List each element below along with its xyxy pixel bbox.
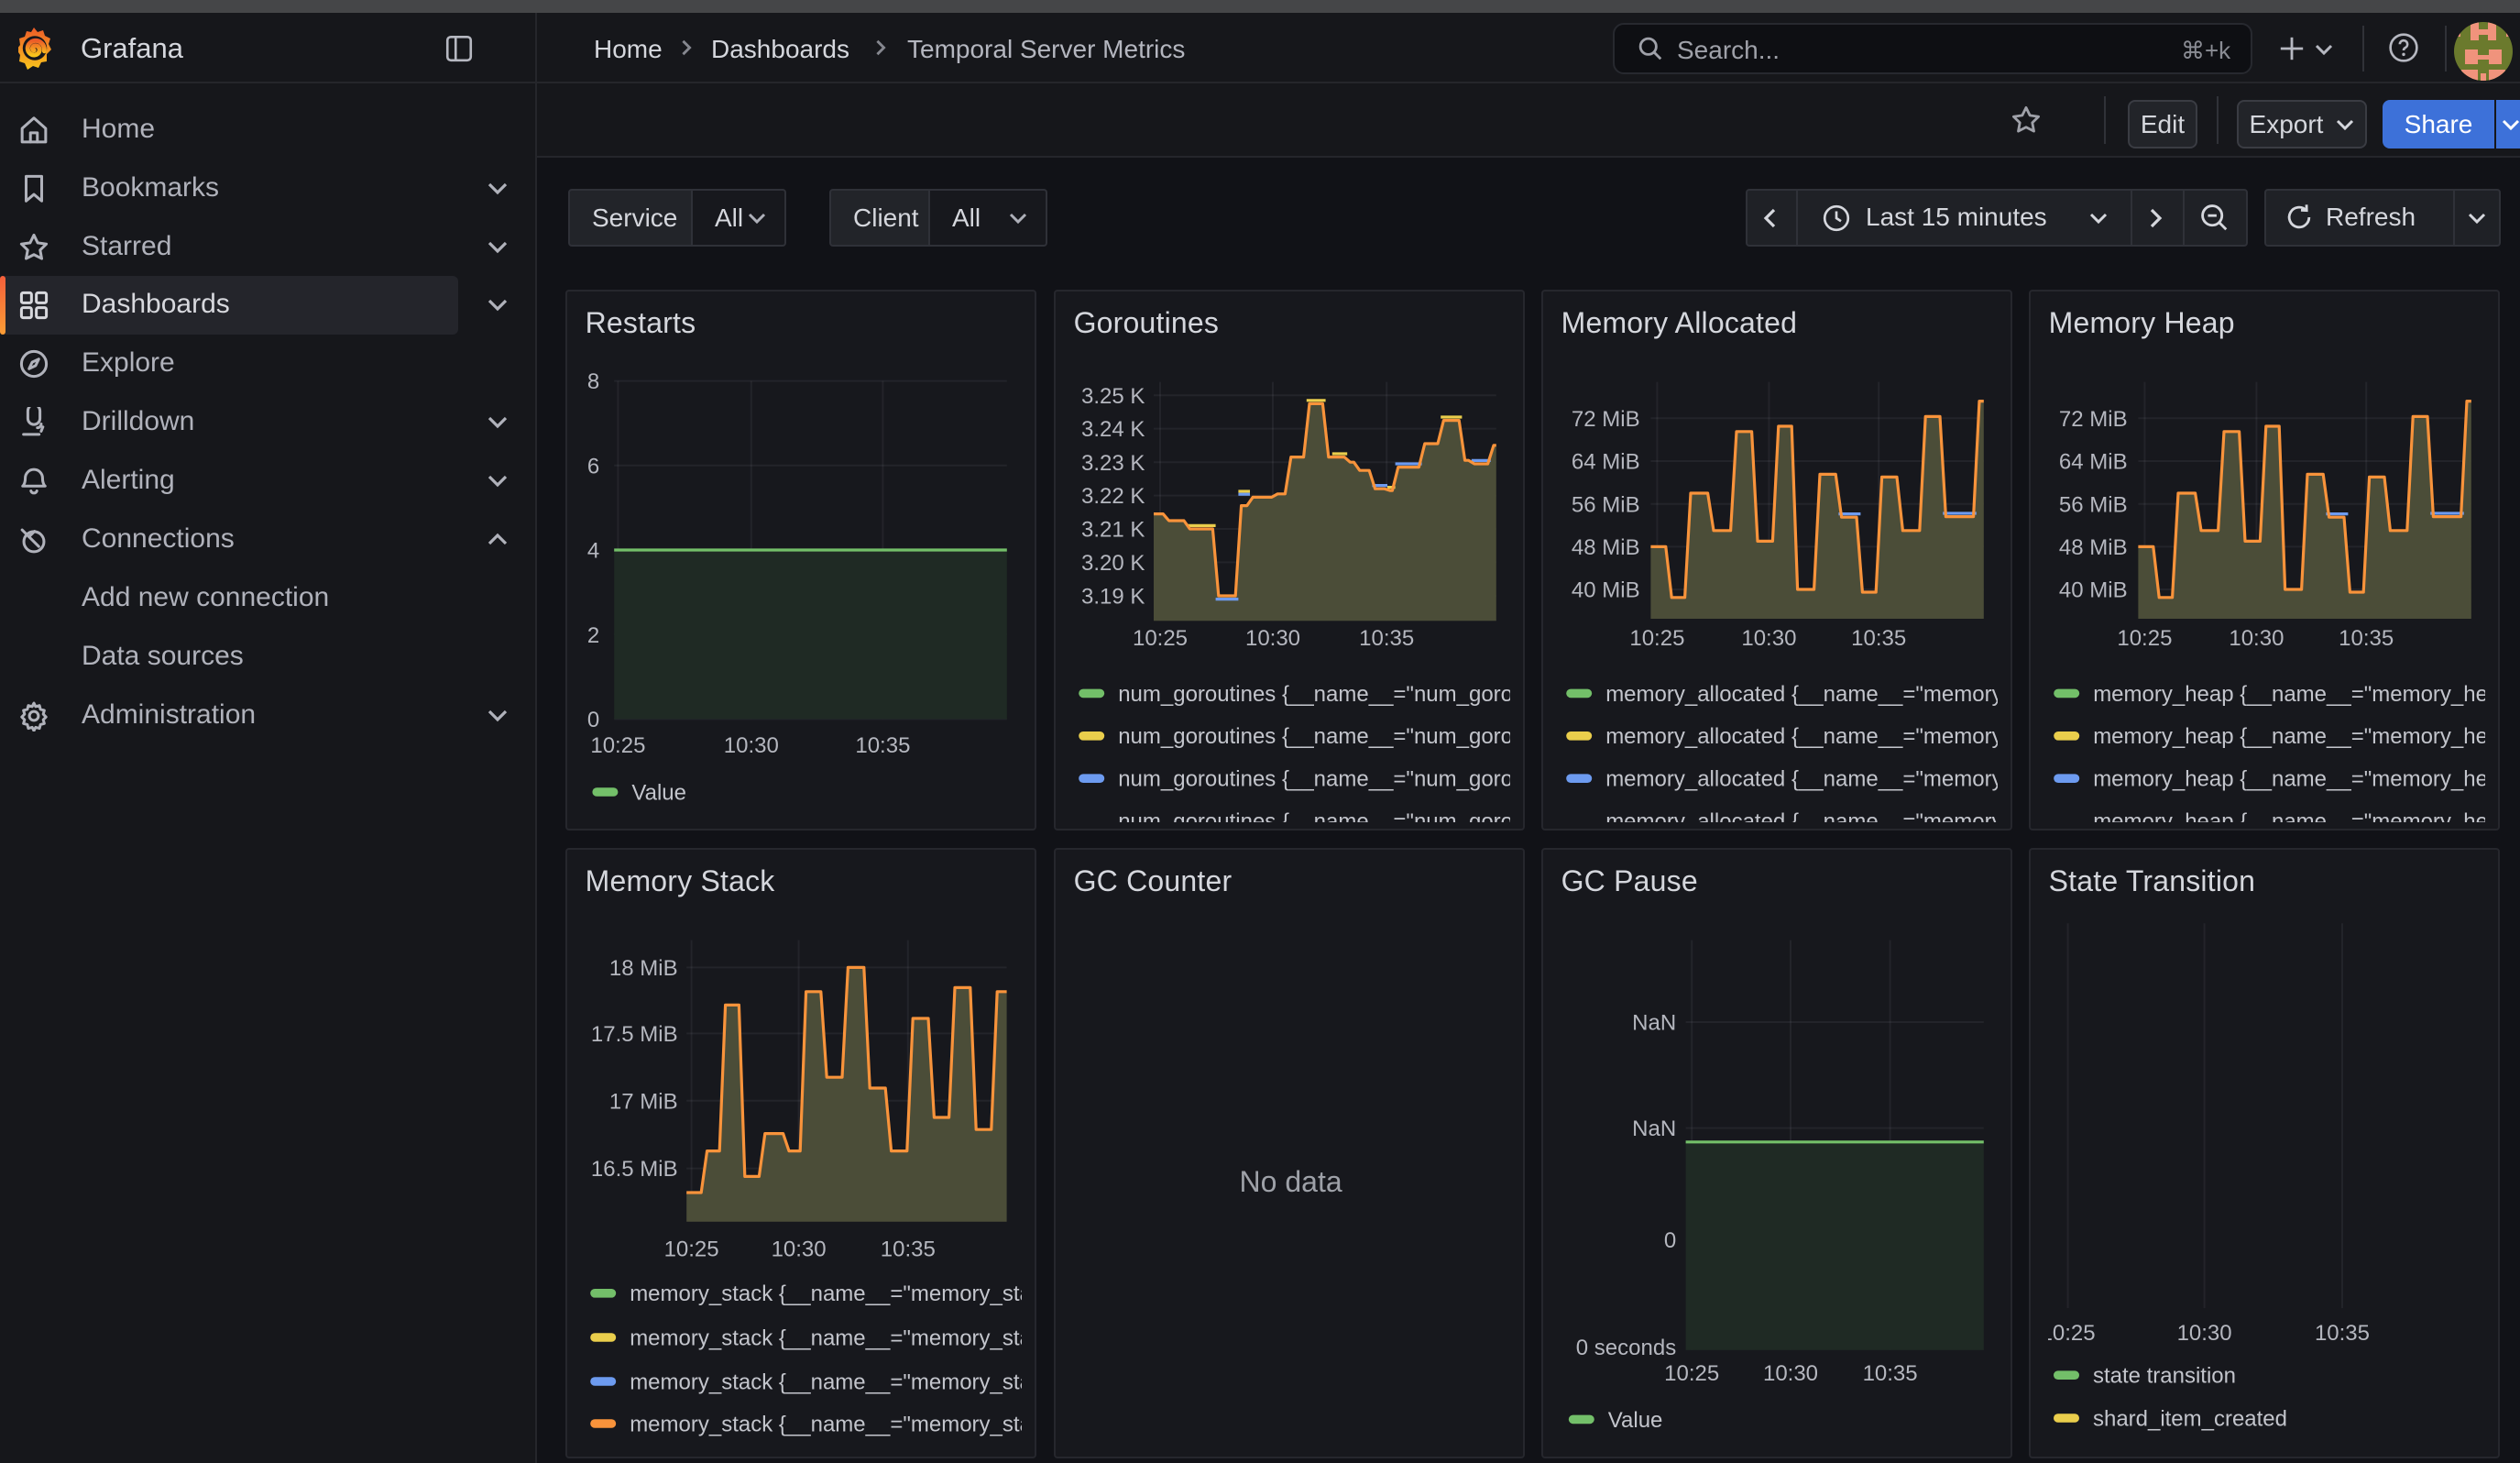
svg-text:72 MiB: 72 MiB: [2058, 407, 2127, 432]
svg-text:0: 0: [1663, 1228, 1675, 1253]
svg-text:40 MiB: 40 MiB: [1571, 578, 1639, 603]
svg-text:72 MiB: 72 MiB: [1571, 407, 1639, 432]
svg-text:memory_heap {__name__="memory_: memory_heap {__name__="memory_heap: [2093, 682, 2500, 707]
svg-text:Value: Value: [1607, 1408, 1662, 1433]
svg-text:3.20 K: 3.20 K: [1081, 551, 1145, 576]
svg-text:10:35: 10:35: [2315, 1321, 2370, 1346]
svg-text:40 MiB: 40 MiB: [2058, 578, 2127, 603]
svg-text:3.24 K: 3.24 K: [1081, 417, 1145, 442]
svg-text:4: 4: [586, 539, 598, 564]
svg-text:10:25: 10:25: [1664, 1361, 1719, 1386]
svg-text:num_goroutines {__name__="num_: num_goroutines {__name__="num_goroutines: [1118, 724, 1525, 749]
svg-text:3.19 K: 3.19 K: [1081, 585, 1145, 610]
svg-text:memory_allocated {__name__="me: memory_allocated {__name__="memory_alloc…: [1605, 682, 2012, 707]
svg-text:64 MiB: 64 MiB: [1571, 450, 1639, 475]
svg-text:NaN: NaN: [1632, 1116, 1676, 1141]
svg-text:memory_heap {__name__="memory_: memory_heap {__name__="memory_heap: [2093, 809, 2500, 830]
svg-text:shard_item_created: shard_item_created: [2093, 1406, 2287, 1431]
svg-text:10:30: 10:30: [771, 1238, 826, 1262]
svg-text:48 MiB: 48 MiB: [2058, 535, 2127, 560]
svg-text:10:30: 10:30: [2176, 1321, 2231, 1346]
svg-text:state transition: state transition: [2093, 1364, 2236, 1389]
svg-text:10:30: 10:30: [1741, 626, 1796, 651]
svg-text:10:35: 10:35: [855, 733, 910, 758]
svg-text:Value: Value: [631, 780, 686, 805]
svg-text:10:35: 10:35: [880, 1238, 935, 1262]
svg-text:10:25: 10:25: [1629, 626, 1684, 651]
svg-text:8: 8: [586, 369, 598, 394]
svg-text:10:25: 10:25: [590, 733, 645, 758]
svg-text:18 MiB: 18 MiB: [608, 956, 677, 981]
svg-text:NaN: NaN: [1632, 1011, 1676, 1036]
svg-text:10:25: 10:25: [2117, 626, 2172, 651]
svg-text:num_goroutines {__name__="num_: num_goroutines {__name__="num_goroutines: [1118, 809, 1525, 830]
svg-text:memory_heap {__name__="memory_: memory_heap {__name__="memory_heap: [2093, 767, 2500, 792]
svg-text:10:35: 10:35: [1851, 626, 1906, 651]
svg-text:10:25: 10:25: [1133, 626, 1188, 651]
svg-text:10:30: 10:30: [2229, 626, 2284, 651]
svg-text:10:30: 10:30: [1763, 1361, 1818, 1386]
svg-text:64 MiB: 64 MiB: [2058, 450, 2127, 475]
svg-text:memory_allocated {__name__="me: memory_allocated {__name__="memory_alloc…: [1605, 809, 2012, 830]
svg-text:memory_stack {__name__="memory: memory_stack {__name__="memory_stack: [630, 1412, 1036, 1436]
svg-text:10:30: 10:30: [1245, 626, 1300, 651]
svg-text:num_goroutines {__name__="num_: num_goroutines {__name__="num_goroutines: [1118, 682, 1525, 707]
svg-text:3.23 K: 3.23 K: [1081, 451, 1145, 476]
svg-text:memory_stack {__name__="memory: memory_stack {__name__="memory_stack: [630, 1326, 1036, 1350]
svg-text:memory_heap {__name__="memory_: memory_heap {__name__="memory_heap: [2093, 724, 2500, 749]
svg-text:memory_allocated {__name__="me: memory_allocated {__name__="memory_alloc…: [1605, 724, 2012, 749]
svg-text:3.22 K: 3.22 K: [1081, 484, 1145, 509]
svg-text:10:35: 10:35: [1862, 1361, 1917, 1386]
svg-text:3.21 K: 3.21 K: [1081, 518, 1145, 543]
svg-text:memory_stack {__name__="memory: memory_stack {__name__="memory_stack: [630, 1282, 1036, 1306]
svg-text:17.5 MiB: 17.5 MiB: [590, 1022, 677, 1047]
svg-text:10:30: 10:30: [723, 733, 778, 758]
svg-text:6: 6: [586, 454, 598, 478]
svg-text:17 MiB: 17 MiB: [608, 1089, 677, 1114]
svg-text:memory_stack {__name__="memory: memory_stack {__name__="memory_stack: [630, 1370, 1036, 1394]
svg-text:56 MiB: 56 MiB: [2058, 492, 2127, 517]
svg-text:num_goroutines {__name__="num_: num_goroutines {__name__="num_goroutines: [1118, 767, 1525, 792]
svg-text:48 MiB: 48 MiB: [1571, 535, 1639, 560]
svg-text:10:35: 10:35: [1359, 626, 1414, 651]
svg-text:56 MiB: 56 MiB: [1571, 492, 1639, 517]
svg-text:10:25: 10:25: [663, 1238, 718, 1262]
svg-text:10:25: 10:25: [2048, 1321, 2096, 1346]
svg-text:0: 0: [586, 708, 598, 732]
svg-text:2: 2: [586, 623, 598, 648]
svg-text:3.25 K: 3.25 K: [1081, 384, 1145, 409]
svg-text:0 seconds: 0 seconds: [1575, 1336, 1675, 1360]
svg-text:10:35: 10:35: [2339, 626, 2394, 651]
svg-text:memory_allocated {__name__="me: memory_allocated {__name__="memory_alloc…: [1605, 767, 2012, 792]
svg-text:16.5 MiB: 16.5 MiB: [590, 1157, 677, 1182]
